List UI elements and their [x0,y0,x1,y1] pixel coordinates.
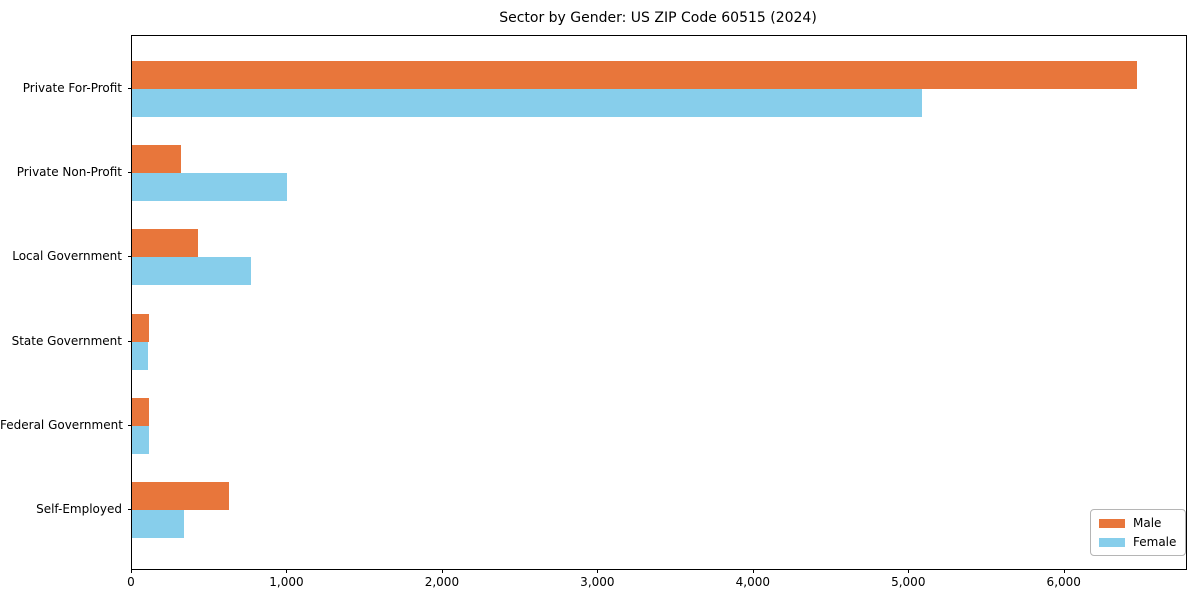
y-axis-tick [128,340,132,342]
y-axis-category-label: Self-Employed [36,502,122,516]
y-axis-tick [128,509,132,510]
y-axis-tick [128,424,132,426]
bar-male-0 [132,61,1138,89]
x-axis-tick-label: 0 [127,575,135,589]
y-axis-category-label: Private For-Profit [22,81,122,95]
bar-male-5 [132,482,230,510]
x-axis-tick [908,569,910,573]
x-axis-tick-label: 5,000 [891,575,926,589]
x-axis-tick [1063,569,1065,573]
x-axis-tick [286,569,288,573]
x-axis-tick-label: 1,000 [269,575,304,589]
bar-male-2 [132,229,199,258]
y-axis-category-label: Local Government [12,249,122,264]
bar-female-1 [132,173,287,202]
y-axis-tick [128,88,132,89]
female-series-swatch [1099,537,1125,547]
bar-female-5 [132,510,184,538]
bar-male-1 [132,145,182,174]
bar-female-2 [132,257,252,286]
male-series-swatch [1099,518,1125,528]
bar-male-3 [132,313,149,342]
x-axis-tick-label: 3,000 [580,575,615,589]
x-axis-tick-label: 2,000 [424,575,460,589]
x-axis-tick [131,569,132,573]
bar-male-4 [132,397,150,426]
bar-female-3 [132,341,148,370]
plot-area [131,35,1187,570]
legend-label-female: Female [1133,535,1177,549]
bar-female-4 [132,425,149,454]
x-axis-tick [597,569,599,573]
chart-title: Sector by Gender: US ZIP Code 60515 (202… [499,10,817,26]
bar-female-0 [132,89,922,117]
y-axis-tick [128,172,132,174]
legend-item-male: Male [1099,516,1176,530]
y-axis-tick [128,256,132,258]
x-axis-tick [752,569,754,573]
y-axis-category-label: State Government [11,333,122,348]
y-axis-category-label: Private Non-Profit [16,165,122,180]
x-axis-tick [441,569,443,573]
legend: Male Female [1090,509,1187,556]
legend-item-female: Female [1099,535,1176,549]
legend-label-male: Male [1133,516,1162,530]
y-axis-category-label: Federal Government [0,417,123,432]
x-axis-tick-label: 4,000 [735,575,771,589]
x-axis-tick-label: 6,000 [1046,575,1081,589]
